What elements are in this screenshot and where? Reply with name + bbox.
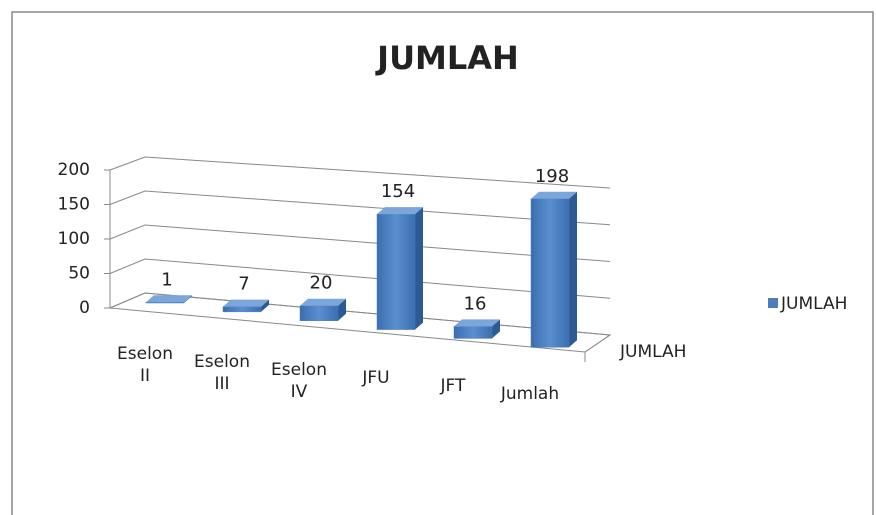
bar-side <box>492 319 500 339</box>
data-label: 198 <box>535 166 569 187</box>
data-label: 154 <box>381 181 415 202</box>
y-tick-label: 150 <box>58 195 90 215</box>
data-label: 16 <box>464 293 487 314</box>
grid-line <box>109 258 611 299</box>
bar-top <box>531 191 577 199</box>
x-tick-label: Eselon III <box>194 352 250 394</box>
y-tick-label: 0 <box>79 298 90 318</box>
x-tick-label: Eselon II <box>117 344 173 386</box>
x-tick-label: JFT <box>440 376 466 396</box>
bar-side <box>261 299 269 312</box>
data-label: 7 <box>238 274 249 295</box>
bar-side <box>415 207 423 330</box>
grid-line <box>109 292 611 336</box>
bar <box>376 213 416 330</box>
depth-axis-label: JUMLAH <box>619 342 686 362</box>
bar <box>453 326 493 339</box>
chart-title: JUMLAH <box>375 39 519 77</box>
bar-side <box>184 295 192 303</box>
chart-frame <box>11 11 874 515</box>
legend-label: JUMLAH <box>780 294 847 314</box>
bar <box>145 302 185 304</box>
y-tick-label: 100 <box>58 229 90 249</box>
bar <box>530 198 570 348</box>
legend-swatch <box>768 298 778 308</box>
bar-side <box>338 298 346 321</box>
bar-top <box>454 319 500 327</box>
data-label: 1 <box>161 269 172 290</box>
y-tick-label: 200 <box>58 160 90 180</box>
bar-top <box>300 298 346 306</box>
bar-top <box>377 207 423 215</box>
bar-side <box>569 191 577 348</box>
bar-top <box>146 295 192 303</box>
grid-line <box>109 224 611 262</box>
x-tick-label: JFU <box>362 368 390 388</box>
y-tick-label: 50 <box>68 264 90 284</box>
grid-line <box>109 190 611 226</box>
x-tick-label: Eselon IV <box>271 360 327 402</box>
grid-line <box>109 156 611 189</box>
bar <box>222 306 262 313</box>
bar-top <box>223 299 269 307</box>
x-tick-label: Jumlah <box>500 384 560 404</box>
bar <box>299 305 339 321</box>
depth-axis <box>584 334 611 353</box>
data-label: 20 <box>310 273 333 294</box>
